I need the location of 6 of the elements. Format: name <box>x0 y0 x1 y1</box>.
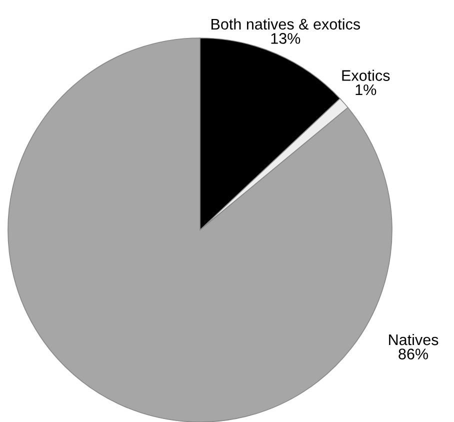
data-label: 1% <box>356 84 376 96</box>
slice-label: Exotics <box>342 70 390 81</box>
slice-label: Natives <box>389 334 438 346</box>
data-label: 13% <box>271 33 300 44</box>
data-label: 86% <box>398 348 428 360</box>
slice-label: Both natives & exotics <box>212 18 360 30</box>
